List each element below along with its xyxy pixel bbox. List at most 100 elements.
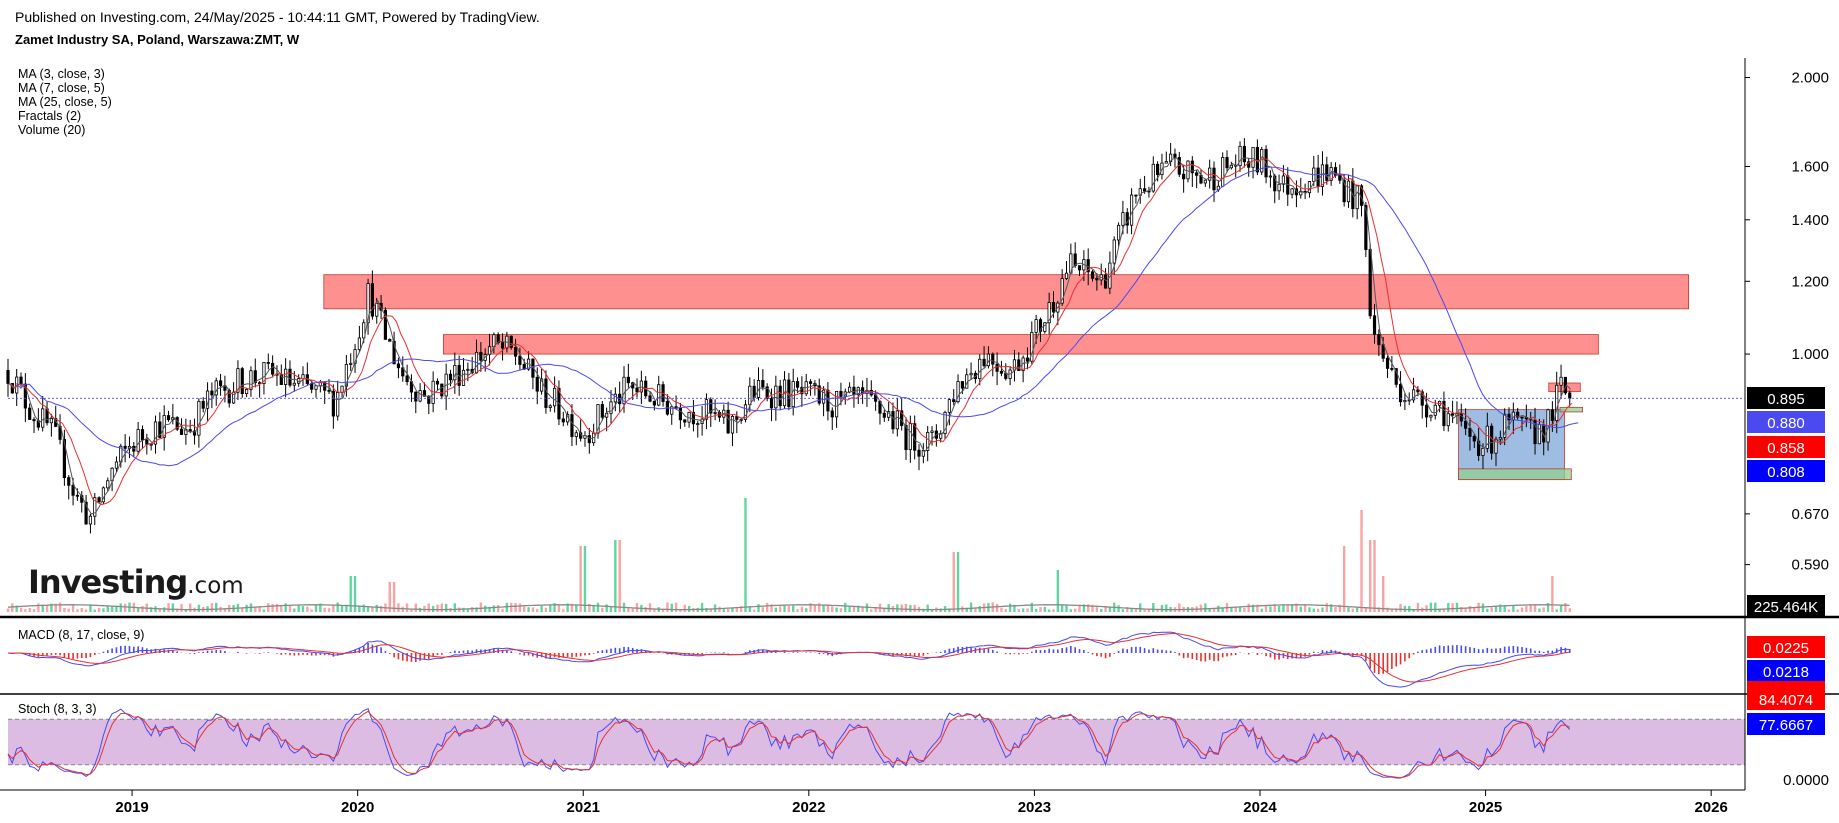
candle-body (765, 386, 769, 399)
macd-histogram-234 (1022, 653, 1024, 654)
candle-body (1129, 194, 1134, 226)
macd-histogram-337 (1469, 647, 1471, 653)
volume-bar-249 (1087, 604, 1090, 612)
candle-body (19, 376, 23, 385)
volume-bar-114 (501, 609, 504, 612)
candle-body (1277, 183, 1281, 192)
volume-bar-125 (549, 604, 552, 612)
candle-256 (1116, 222, 1121, 247)
candle-41 (184, 418, 188, 445)
indicator-ma-3[interactable]: MA (3, close, 3) (18, 67, 105, 81)
volume-bar-358 (1559, 605, 1563, 612)
time-tick-label-3: 2022 (792, 799, 825, 816)
volume-bar-155 (679, 609, 682, 612)
volume-bar-197 (861, 606, 864, 612)
time-tick-label-4: 2023 (1018, 799, 1051, 816)
volume-bar-289 (1260, 608, 1263, 612)
candle-44 (197, 398, 201, 448)
indicator-ma-7[interactable]: MA (7, close, 5) (18, 81, 105, 95)
macd-histogram-221 (965, 646, 968, 653)
macd-histogram-351 (1529, 648, 1532, 653)
volume-bar-127 (557, 604, 561, 612)
candle-body (179, 428, 184, 435)
volume-bar-348 (1516, 609, 1519, 612)
macd-histogram-42 (189, 653, 192, 654)
time-tick-label-1: 2020 (341, 799, 374, 816)
candle-body (41, 408, 45, 428)
price-label-2-text: 0.858 (1767, 440, 1805, 457)
candle-217 (947, 398, 951, 426)
price-label-2: 0.858 (1747, 436, 1825, 458)
volume-bar-317 (1382, 576, 1385, 612)
candle-body (349, 362, 353, 365)
candle-body (461, 369, 466, 386)
volume-bar-294 (1282, 604, 1285, 612)
macd-histogram-160 (701, 653, 703, 655)
volume-bar-299 (1303, 604, 1307, 612)
candle-81 (357, 325, 361, 353)
candle-207 (904, 417, 908, 460)
volume-bar-31 (141, 606, 144, 612)
candle-body (1416, 389, 1420, 393)
indicator-ma-25[interactable]: MA (25, close, 5) (18, 95, 112, 109)
candle-208 (908, 415, 912, 463)
candle-324 (1411, 377, 1416, 403)
volume-bar-73 (323, 607, 326, 612)
macd-histogram-23 (106, 650, 109, 653)
candle-211 (921, 443, 925, 464)
price-label-1-text: 0.880 (1767, 415, 1805, 432)
macd-histogram-16 (76, 653, 79, 659)
volume-bar-19 (89, 604, 92, 612)
macd-histogram-114 (501, 650, 504, 653)
macd-histogram-352 (1534, 650, 1536, 653)
candle-body (310, 383, 314, 390)
candle-176 (769, 388, 774, 422)
macd-histogram-354 (1542, 651, 1545, 653)
macd-histogram-143 (627, 647, 630, 653)
candle-body (691, 411, 696, 425)
volume-bar-71 (314, 605, 318, 612)
macd-pane-label[interactable]: MACD (8, 17, close, 9) (18, 628, 145, 642)
volume-label: 225.464K (1747, 595, 1825, 617)
candle-body (1403, 400, 1407, 403)
macd-histogram-189 (827, 653, 829, 656)
volume-bar-331 (1442, 608, 1446, 612)
indicator-volume[interactable]: Volume (20) (18, 123, 86, 137)
candle-body (366, 283, 370, 324)
macd-histogram-88 (388, 653, 391, 655)
volume-bar-278 (1212, 608, 1216, 612)
volume-bar-345 (1503, 605, 1506, 612)
volume-bar-41 (184, 609, 188, 612)
volume-bar-126 (553, 603, 556, 612)
volume-bar-172 (752, 609, 756, 612)
candle-body (1459, 413, 1463, 422)
candle-11 (54, 405, 58, 428)
candle-53 (236, 360, 240, 400)
volume-bar-78 (345, 604, 348, 612)
macd-label-1-text: 0.0218 (1763, 664, 1809, 681)
volume-bar-148 (648, 603, 652, 612)
macd-histogram-87 (384, 651, 387, 653)
macd-histogram-142 (623, 646, 625, 653)
macd-histogram-121 (532, 653, 534, 657)
macd-histogram-235 (1026, 653, 1029, 654)
macd-histogram-330 (1438, 645, 1441, 653)
volume-bar-337 (1468, 606, 1472, 612)
candle-133 (583, 431, 587, 447)
volume-bar-195 (852, 606, 856, 612)
candle-83 (366, 278, 370, 335)
candle-body (926, 432, 930, 451)
stoch-label-0-text: 84.4074 (1759, 692, 1813, 709)
stoch-pane-label[interactable]: Stoch (8, 3, 3) (18, 702, 97, 716)
candle-255 (1112, 236, 1116, 275)
volume-bar-338 (1473, 607, 1476, 612)
candle-167 (730, 414, 735, 447)
candle-body (1221, 157, 1225, 187)
volume-bar-134 (588, 603, 591, 612)
candle-body (735, 416, 739, 420)
candle-8 (41, 395, 45, 432)
candle-body (201, 400, 205, 409)
candle-88 (388, 338, 392, 342)
indicator-fractals[interactable]: Fractals (2) (18, 109, 82, 123)
